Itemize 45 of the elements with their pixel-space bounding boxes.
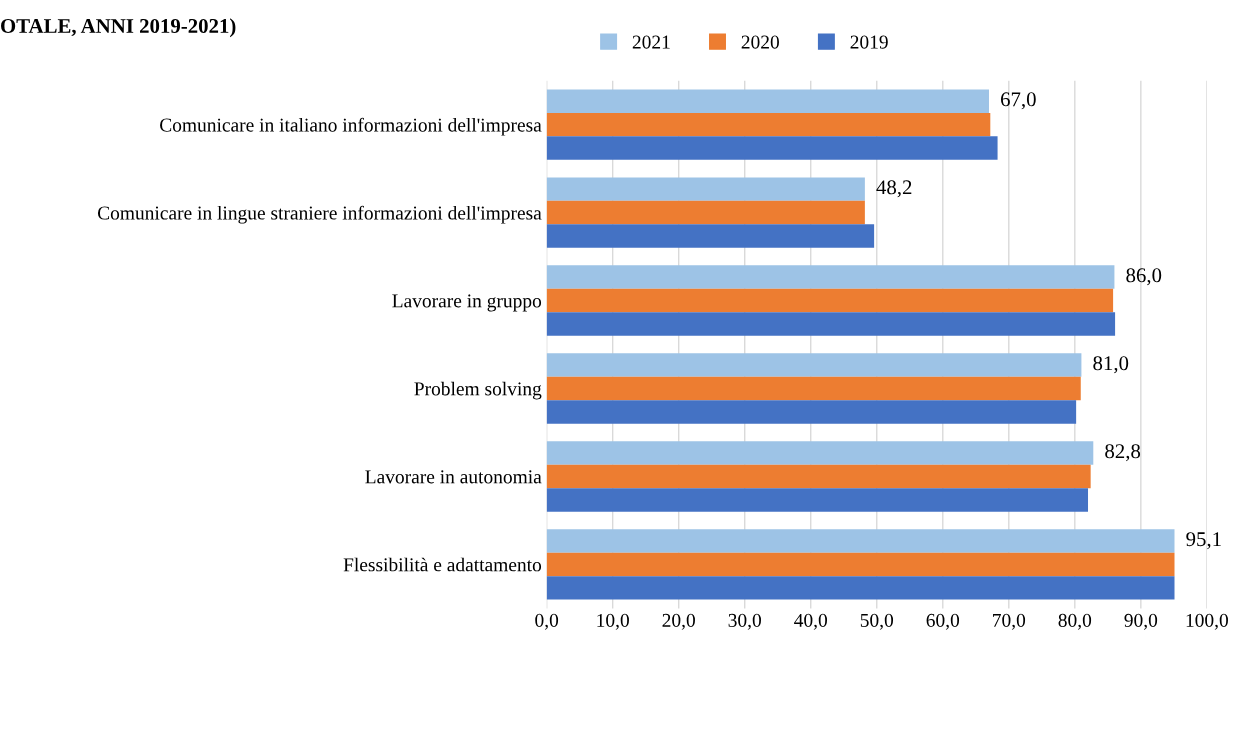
bar bbox=[546, 224, 875, 248]
y-tick-label: Flessibilità e adattamento bbox=[343, 557, 542, 572]
data-label: 82,8 bbox=[1105, 444, 1141, 462]
bar bbox=[546, 177, 865, 201]
bar bbox=[546, 552, 1175, 577]
x-tick-label: 70,0 bbox=[993, 613, 1026, 630]
bar bbox=[546, 400, 1077, 424]
bar bbox=[546, 265, 1115, 289]
bar bbox=[546, 112, 991, 137]
legend-label: 2019 bbox=[850, 35, 888, 49]
y-tick-label: Lavorare in autonomia bbox=[365, 470, 542, 484]
x-tick-label: 10,0 bbox=[597, 613, 629, 630]
bar bbox=[546, 353, 1082, 377]
x-tick-label: 60,0 bbox=[926, 613, 960, 630]
x-tick-label: 0,0 bbox=[535, 613, 559, 630]
data-label: 86,0 bbox=[1126, 268, 1162, 286]
bar bbox=[546, 136, 998, 160]
data-label: 48,2 bbox=[876, 180, 912, 198]
x-tick-label: 90,0 bbox=[1124, 613, 1158, 630]
data-label: 67,0 bbox=[1001, 92, 1036, 110]
legend-label: 2021 bbox=[632, 35, 670, 49]
bar bbox=[546, 464, 1091, 489]
y-tick-label: Comunicare in lingue straniere informazioni dell'impresa bbox=[97, 205, 542, 224]
x-tick-label: 20,0 bbox=[662, 613, 695, 630]
data-label: 81,0 bbox=[1093, 356, 1129, 374]
y-tick-label: Problem solving bbox=[414, 381, 542, 400]
y-tick-label: Comunicare in italiano informazioni dell'impresa bbox=[160, 117, 542, 136]
text: OTALE, ANNI 2019-2021) bbox=[1, 18, 236, 38]
x-tick-label: 50,0 bbox=[860, 613, 894, 630]
legend-label: 2020 bbox=[741, 35, 779, 49]
bar bbox=[546, 312, 1116, 336]
y-tick-label: Lavorare in gruppo bbox=[392, 294, 542, 312]
x-tick-label: 100,0 bbox=[1186, 613, 1228, 630]
bar bbox=[546, 89, 989, 113]
bar bbox=[546, 200, 865, 225]
bar bbox=[546, 441, 1094, 465]
bar bbox=[546, 529, 1175, 553]
data-label: 95,1 bbox=[1186, 532, 1221, 550]
bar bbox=[546, 488, 1089, 512]
x-tick-label: 80,0 bbox=[1058, 613, 1092, 630]
x-tick-label: 40,0 bbox=[794, 613, 828, 630]
bar bbox=[546, 288, 1114, 313]
bar bbox=[546, 376, 1081, 401]
bar bbox=[546, 576, 1175, 600]
x-tick-label: 30,0 bbox=[728, 613, 761, 630]
